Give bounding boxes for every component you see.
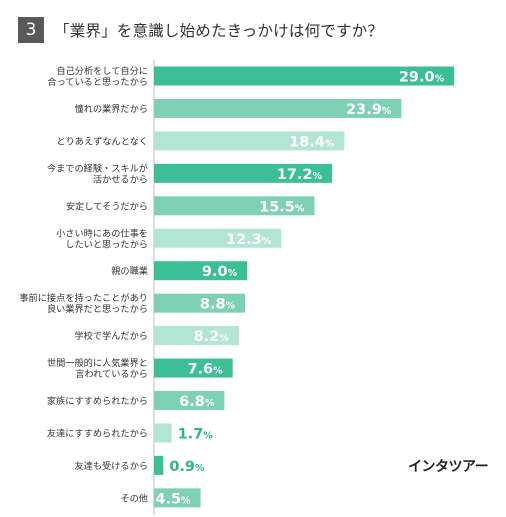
bar-11 — [154, 391, 225, 410]
category-label-line: 安定してそうだから — [66, 200, 148, 212]
bar-3 — [154, 131, 345, 151]
value-label-4: 17.2% — [277, 167, 323, 183]
bar-4 — [154, 163, 333, 183]
category-label-14: その他 — [120, 492, 148, 504]
category-label-10: 世間一般的に人気業界と言われているから — [47, 357, 148, 380]
percent-sign: % — [213, 366, 223, 377]
percent-sign: % — [181, 495, 191, 506]
category-label-7: 親の職業 — [111, 265, 148, 277]
category-label-line: 言われているから — [75, 368, 148, 380]
category-label-12: 友達にすすめられたから — [47, 427, 148, 439]
bar-5 — [154, 196, 315, 216]
bar-9 — [154, 326, 239, 346]
category-label-line: したいと思ったから — [65, 239, 148, 250]
percent-sign: % — [228, 268, 238, 279]
value-label-11: 6.8% — [179, 394, 215, 410]
category-label-13: 友達も受けるから — [75, 460, 149, 472]
category-label-line: 世間一般的に人気業界と — [47, 357, 148, 369]
value-label-7: 9.0% — [202, 264, 238, 280]
value-label-14: 4.5% — [155, 491, 191, 507]
category-label-line: 自己分析をして自分に — [56, 65, 148, 77]
category-label-line: 小さい時にあの仕事を — [56, 227, 148, 239]
percent-sign: % — [435, 74, 445, 85]
category-label-5: 安定してそうだから — [66, 200, 148, 212]
chart-title: 「業界」を意識し始めたきっかけは何ですか？ — [54, 22, 384, 40]
value-label-3: 18.4% — [289, 134, 335, 150]
category-label-line: 事前に接点を持ったことがあり — [19, 292, 148, 304]
category-label-11: 家族にすすめられたから — [47, 395, 148, 407]
percent-sign: % — [295, 203, 305, 214]
category-label-line: 今までの経験・スキルが — [47, 162, 148, 174]
percent-sign: % — [325, 138, 335, 149]
category-label-2: 憧れの業界だから — [75, 103, 149, 115]
category-label-9: 学校で学んだから — [75, 330, 149, 342]
bar-14 — [154, 488, 201, 508]
bar-12 — [154, 423, 172, 443]
category-label-line: その他 — [120, 492, 148, 504]
category-label-4: 今までの経験・スキルが活かせるから — [47, 162, 148, 185]
bar-6 — [154, 228, 282, 248]
percent-sign: % — [195, 463, 205, 474]
bar-7 — [154, 261, 248, 281]
value-label-12: 1.7% — [178, 426, 214, 442]
bar-13 — [154, 455, 164, 475]
category-label-line: 合っていると思ったから — [47, 76, 148, 88]
category-label-8: 事前に接点を持ったことがあり良い業界だと思ったから — [19, 292, 148, 315]
percent-sign: % — [312, 171, 322, 182]
brand-logo: インタツアー — [408, 459, 489, 475]
value-label-5: 15.5% — [259, 199, 305, 215]
category-label-line: 良い業界だと思ったから — [47, 303, 148, 315]
percent-sign: % — [205, 398, 215, 409]
percent-sign: % — [226, 301, 236, 312]
percent-sign: % — [262, 236, 272, 247]
category-label-line: 学校で学んだから — [75, 330, 149, 342]
value-label-13: 0.9% — [169, 459, 205, 475]
value-label-6: 12.3% — [226, 232, 272, 248]
bar-10 — [154, 358, 233, 378]
category-label-line: 活かせるから — [93, 173, 148, 185]
value-label-1: 29.0% — [399, 70, 445, 86]
category-label-line: とりあえずなんとなく — [56, 136, 148, 147]
percent-sign: % — [203, 430, 213, 441]
percent-sign: % — [219, 333, 229, 344]
category-label-line: 憧れの業界だから — [75, 103, 149, 115]
value-label-9: 8.2% — [194, 329, 230, 345]
category-label-line: 家族にすすめられたから — [47, 395, 148, 407]
category-label-1: 自己分析をして自分に合っていると思ったから — [47, 65, 148, 88]
category-label-line: 友達にすすめられたから — [47, 427, 148, 439]
category-label-line: 親の職業 — [111, 265, 148, 277]
chart-header: 3 「業界」を意識し始めたきっかけは何ですか？ — [18, 17, 383, 43]
value-label-8: 8.8% — [200, 297, 236, 313]
percent-sign: % — [382, 106, 392, 117]
category-label-6: 小さい時にあの仕事をしたいと思ったから — [56, 227, 148, 250]
value-label-2: 23.9% — [346, 102, 392, 118]
bar-1 — [154, 66, 455, 86]
bar-2 — [154, 98, 402, 118]
category-label-line: 友達も受けるから — [75, 460, 149, 472]
value-label-10: 7.6% — [187, 362, 223, 378]
category-label-3: とりあえずなんとなく — [56, 136, 148, 147]
question-number-badge: 3 — [18, 17, 44, 43]
bar-8 — [154, 293, 246, 313]
